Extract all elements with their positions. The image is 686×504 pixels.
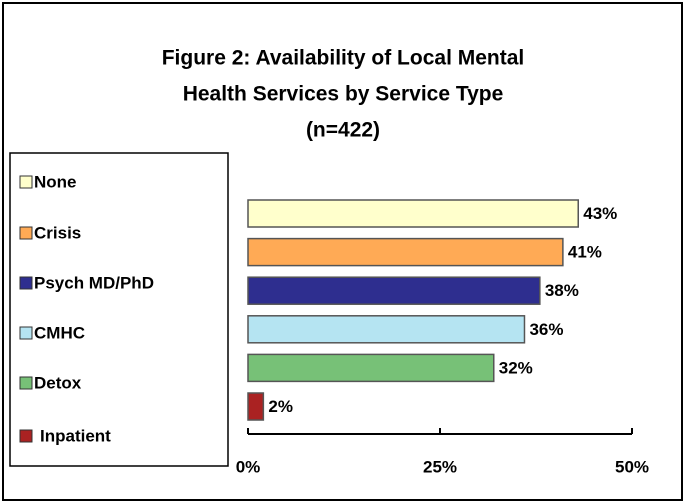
legend-swatch xyxy=(19,429,33,443)
legend-label: CMHC xyxy=(34,323,85,342)
x-tick-label: 50% xyxy=(615,457,649,476)
data-label: 43% xyxy=(583,204,617,223)
legend-label: Detox xyxy=(34,373,82,392)
chart-title: Health Services by Service Type xyxy=(183,83,504,106)
legend-swatch xyxy=(19,226,33,240)
chart-title: Figure 2: Availability of Local Mental xyxy=(162,47,525,70)
legend-label: None xyxy=(34,172,77,191)
bar xyxy=(247,237,564,267)
legend-swatch xyxy=(19,175,33,189)
legend-box xyxy=(9,152,229,467)
bar xyxy=(247,315,526,344)
legend-label: Crisis xyxy=(34,223,81,242)
bar xyxy=(247,276,541,305)
data-label: 2% xyxy=(268,397,293,416)
legend-swatch xyxy=(19,326,33,340)
data-label: 36% xyxy=(529,320,563,339)
x-tick-label: 0% xyxy=(236,457,261,476)
bar xyxy=(247,199,579,228)
data-label: 32% xyxy=(499,358,533,377)
legend-label: Psych MD/PhD xyxy=(34,273,154,292)
legend-label: Inpatient xyxy=(40,426,111,445)
legend-swatch xyxy=(19,376,33,390)
x-tick-label: 25% xyxy=(423,457,457,476)
data-label: 41% xyxy=(568,243,602,262)
bar xyxy=(247,353,495,383)
bar xyxy=(247,392,265,421)
legend-swatch xyxy=(19,276,33,290)
chart-subtitle: (n=422) xyxy=(306,119,380,142)
data-label: 38% xyxy=(545,281,579,300)
